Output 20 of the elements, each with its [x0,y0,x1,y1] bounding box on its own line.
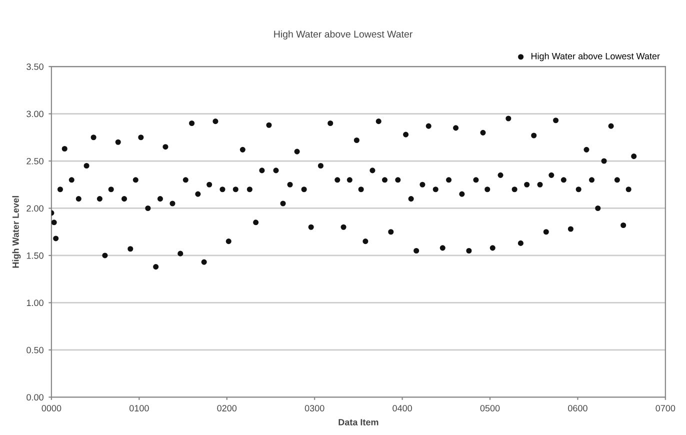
y-axis-title: High Water Level [12,196,21,268]
y-tick-label: 1.50 [26,252,44,259]
y-tick-label: 0.50 [26,346,44,354]
x-tick-label: 0200 [217,405,237,412]
y-tick-label: 1.00 [26,300,44,306]
y-tick-label: 3.00 [26,110,44,118]
legend-label: High Water above Lowest Water [531,52,660,62]
y-tick-label: 2.00 [26,205,44,212]
x-tick-label: 0400 [392,405,412,412]
x-axis-title: Data Item [338,419,378,426]
x-tick-label: 0100 [129,405,149,412]
x-tick-label: 0500 [480,405,500,412]
x-tick-label: 0300 [304,405,324,412]
x-tick-label: 0000 [42,405,62,412]
y-tick-label: 0.00 [26,394,44,401]
x-tick-label: 0700 [656,405,676,412]
chart-title: High Water above Lowest Water [274,30,412,40]
y-tick-label: 3.50 [26,64,44,70]
y-tick-label: 2.50 [26,158,44,164]
x-tick-label: 0600 [568,405,588,412]
